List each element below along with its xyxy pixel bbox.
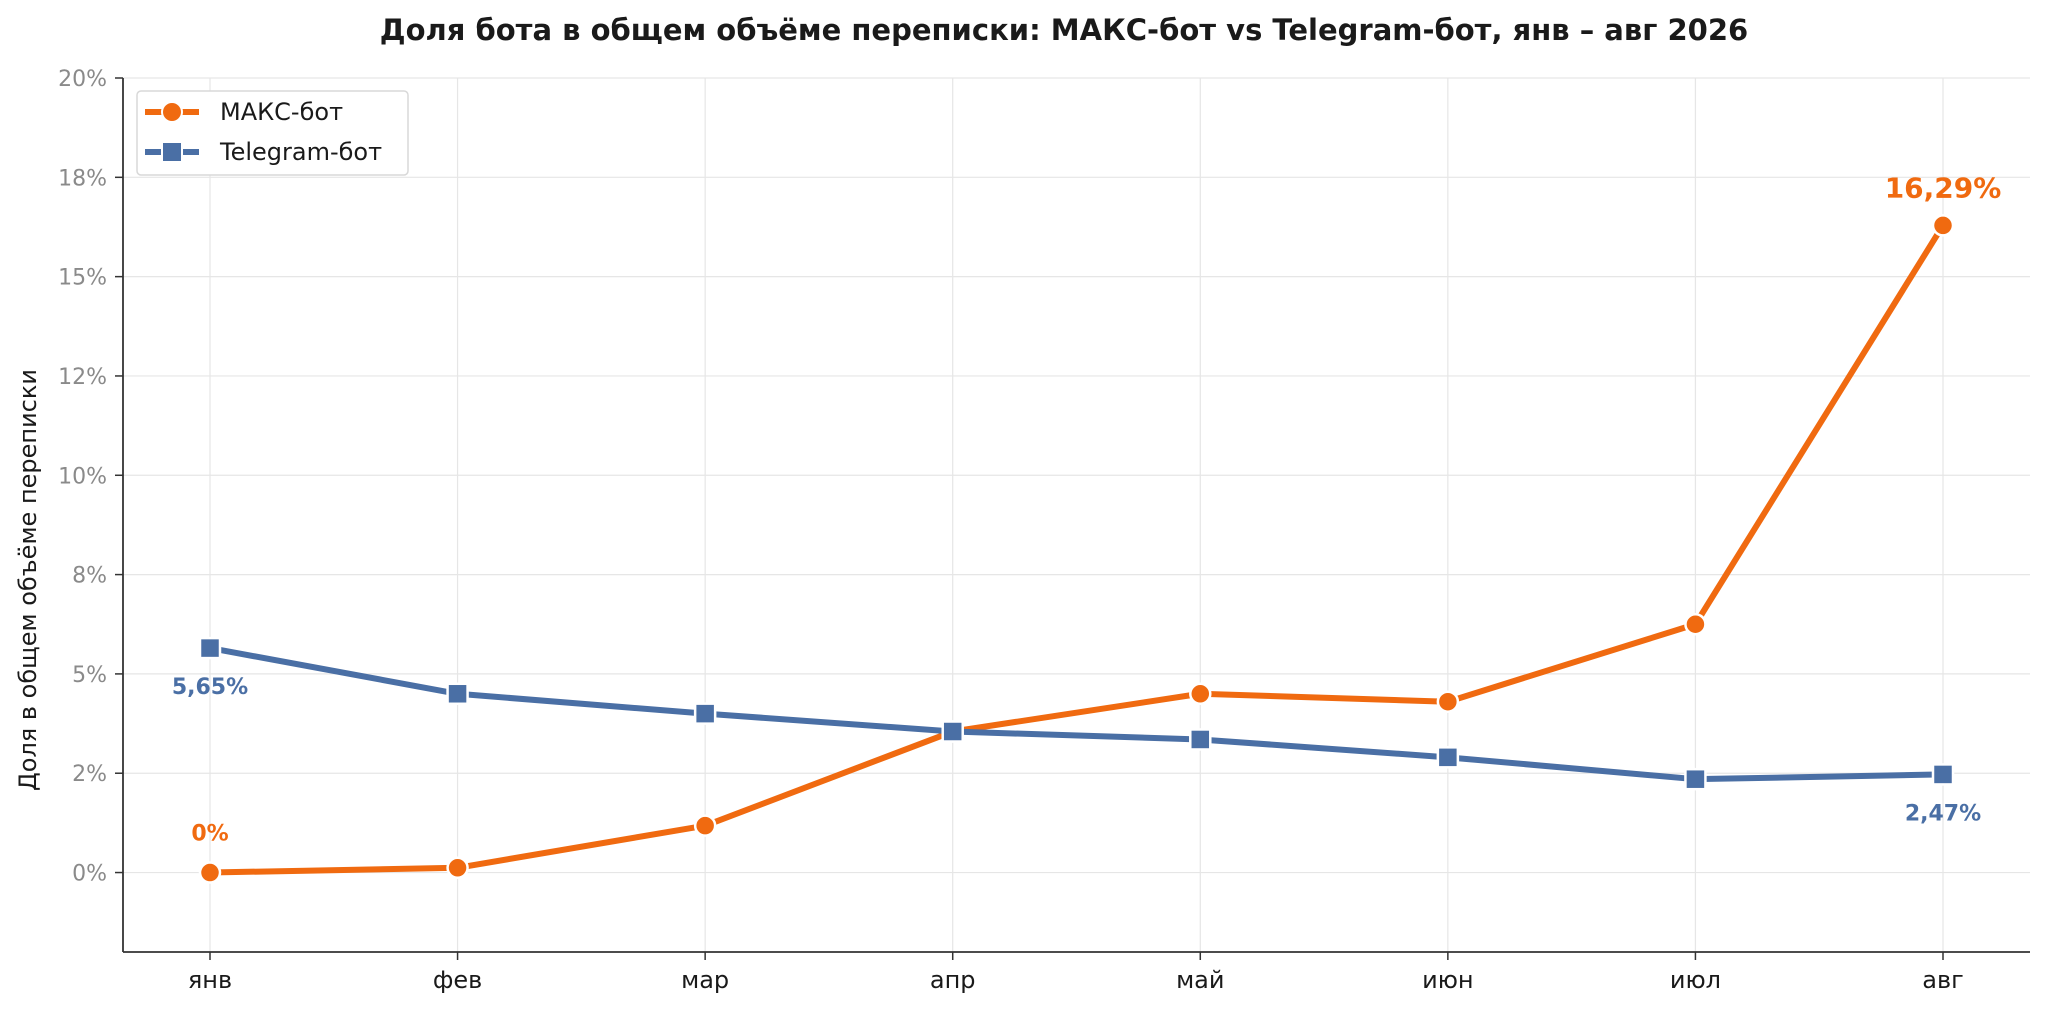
- legend-item: Telegram-бот: [145, 138, 382, 166]
- x-tick-label: май: [1176, 966, 1224, 994]
- series-telegram-bot: [198, 636, 1955, 791]
- data-point: [1684, 767, 1707, 791]
- data-label: 5,65%: [172, 675, 248, 700]
- data-point: [1684, 613, 1707, 636]
- data-point: [446, 856, 469, 880]
- legend-label: Telegram-бот: [219, 138, 382, 166]
- data-label: 2,47%: [1905, 801, 1981, 826]
- data-point: [693, 702, 717, 725]
- gridlines: [123, 77, 2030, 952]
- y-tick-label: 2%: [72, 762, 107, 787]
- data-point: [1931, 214, 1955, 237]
- y-axis-label: Доля в общем объёме переписки: [14, 369, 42, 791]
- x-axis-ticks: янв фев мар апр май июн июл авг: [188, 952, 1964, 994]
- legend-item: МАКС-бот: [145, 98, 343, 126]
- y-tick-label: 15%: [58, 266, 107, 291]
- data-point: [1189, 728, 1212, 751]
- x-tick-label: апр: [930, 966, 976, 994]
- y-tick-label: 18%: [58, 166, 107, 191]
- y-tick-label: 5%: [72, 663, 107, 688]
- legend: МАКС-бот Telegram-бот: [136, 90, 409, 176]
- x-tick-label: авг: [1922, 966, 1963, 994]
- legend-marker: [161, 101, 183, 123]
- x-tick-label: янв: [188, 966, 232, 994]
- y-tick-label: 10%: [58, 464, 107, 489]
- series-line: [207, 222, 1946, 876]
- legend-label: МАКС-бот: [220, 98, 343, 126]
- x-tick-label: фев: [433, 966, 482, 994]
- data-label: 16,29%: [1885, 171, 2002, 204]
- x-tick-label: июл: [1670, 966, 1721, 994]
- data-point: [198, 861, 222, 884]
- x-tick-label: июн: [1422, 966, 1474, 994]
- data-point: [1436, 690, 1460, 713]
- axes: [122, 78, 2030, 953]
- legend-box: [136, 90, 409, 176]
- chart-title: Доля бота в общем объёме переписки: МАКС…: [380, 13, 1748, 47]
- y-tick-label: 8%: [72, 564, 107, 589]
- data-point: [693, 814, 717, 837]
- data-point: [446, 682, 469, 706]
- y-axis-ticks: 0% 2% 5% 8% 10% 12% 15% 18% 20%: [58, 67, 123, 887]
- data-point: [941, 720, 964, 743]
- y-tick-label: 0%: [72, 862, 107, 887]
- y-tick-label: 12%: [58, 365, 107, 390]
- data-label: 0%: [191, 822, 228, 847]
- series-line: [207, 645, 1946, 783]
- data-point: [198, 636, 222, 660]
- data-labels: 0% 16,29% 5,65% 2,47%: [172, 171, 2001, 846]
- x-tick-label: мар: [681, 966, 729, 994]
- series-group: [198, 214, 1955, 884]
- data-point: [1436, 746, 1460, 769]
- y-tick-label: 20%: [58, 67, 107, 92]
- data-point: [1931, 763, 1955, 786]
- data-point: [1189, 682, 1212, 706]
- legend-marker: [161, 141, 183, 163]
